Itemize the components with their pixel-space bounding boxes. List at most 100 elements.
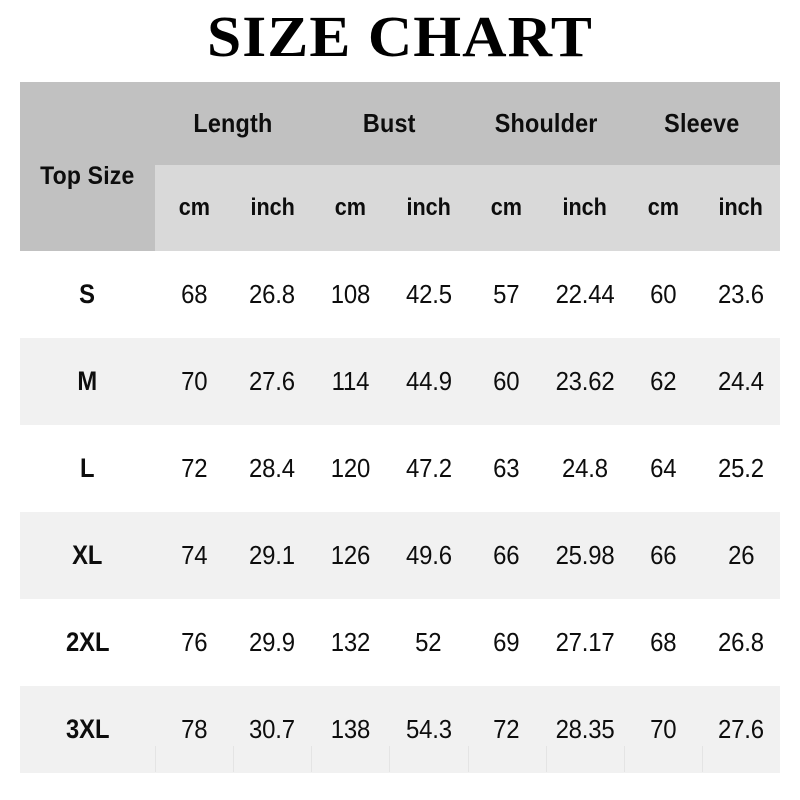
- measurement-value: 52: [415, 627, 442, 657]
- measurement-value: 25.2: [718, 453, 764, 483]
- measurement-value: 28.35: [555, 714, 615, 744]
- table-row: 2XL 76 29.9 132 52 69 27.17 68 26.8: [20, 599, 781, 686]
- measurement-cell: 70: [624, 686, 702, 773]
- measurement-cell: 26: [702, 512, 780, 599]
- measurement-cell: 63: [468, 425, 546, 512]
- size-chart-table: Top Size Length Bust Shoulder Sleeve cm …: [20, 82, 781, 773]
- measurement-value: 64: [649, 453, 676, 483]
- measurement-cell: 29.9: [233, 599, 311, 686]
- measurement-value: 74: [180, 540, 208, 570]
- size-label-l: L: [20, 425, 155, 512]
- measurement-cell: 26.8: [702, 599, 780, 686]
- measurement-value: 114: [331, 366, 370, 396]
- measurement-cell: 60: [468, 338, 546, 425]
- size-label-text: M: [77, 366, 98, 396]
- measurement-value: 29.9: [249, 627, 296, 657]
- measurement-value: 30.7: [249, 714, 296, 744]
- measurement-value: 26: [727, 540, 755, 570]
- header-group-length: Length: [193, 108, 273, 138]
- header-unit-shoulder-cm: cm: [490, 194, 523, 221]
- measurement-value: 27.17: [555, 627, 615, 657]
- header-top-size: Top Size: [20, 82, 155, 251]
- header-unit-length-inch: inch: [249, 194, 295, 221]
- header-unit-shoulder-inch: inch: [562, 194, 607, 221]
- measurement-value: 126: [330, 540, 371, 570]
- measurement-cell: 74: [155, 512, 233, 599]
- measurement-cell: 26.8: [233, 251, 311, 338]
- measurement-value: 68: [180, 279, 208, 309]
- measurement-value: 63: [493, 453, 520, 483]
- header-unit-sleeve-inch: inch: [718, 194, 764, 221]
- measurement-value: 70: [180, 366, 208, 396]
- measurement-value: 108: [330, 279, 371, 309]
- measurement-cell: 52: [389, 599, 467, 686]
- measurement-value: 138: [330, 714, 371, 744]
- size-label-xl: XL: [20, 512, 155, 599]
- measurement-value: 24.4: [718, 366, 764, 396]
- measurement-value: 57: [493, 279, 520, 309]
- measurement-value: 76: [180, 627, 208, 657]
- measurement-value: 27.6: [249, 366, 296, 396]
- measurement-value: 24.8: [561, 453, 608, 483]
- measurement-value: 26.8: [249, 279, 296, 309]
- measurement-value: 60: [649, 279, 676, 309]
- size-label-text: S: [79, 279, 96, 309]
- measurement-cell: 66: [624, 512, 702, 599]
- measurement-value: 78: [180, 714, 208, 744]
- page-title: SIZE CHART: [207, 4, 593, 69]
- measurement-cell: 138: [311, 686, 389, 773]
- measurement-cell: 42.5: [389, 251, 467, 338]
- header-unit-bust-cm: cm: [334, 194, 366, 221]
- size-label-3xl: 3XL: [20, 686, 155, 773]
- measurement-cell: 49.6: [389, 512, 467, 599]
- measurement-cell: 108: [311, 251, 389, 338]
- measurement-value: 66: [493, 540, 520, 570]
- size-label-s: S: [20, 251, 155, 338]
- header-group-shoulder: Shoulder: [494, 108, 598, 138]
- measurement-cell: 70: [155, 338, 233, 425]
- measurement-cell: 47.2: [389, 425, 467, 512]
- measurement-cell: 29.1: [233, 512, 311, 599]
- size-label-m: M: [20, 338, 155, 425]
- measurement-cell: 64: [624, 425, 702, 512]
- size-chart-table-container: Top Size Length Bust Shoulder Sleeve cm …: [20, 82, 781, 773]
- measurement-value: 44.9: [405, 366, 452, 396]
- measurement-value: 68: [649, 627, 676, 657]
- size-label-text: XL: [72, 540, 103, 570]
- measurement-cell: 27.6: [702, 686, 780, 773]
- table-header-group-row: Top Size Length Bust Shoulder Sleeve: [20, 82, 781, 251]
- measurement-cell: 60: [624, 251, 702, 338]
- measurement-cell: 23.6: [702, 251, 780, 338]
- table-row: M 70 27.6 114 44.9 60 23.62 62 24.4: [20, 338, 781, 425]
- table-row: XL 74 29.1 126 49.6 66 25.98 66 26: [20, 512, 781, 599]
- measurement-value: 49.6: [405, 540, 452, 570]
- measurement-value: 25.98: [555, 540, 615, 570]
- measurement-cell: 72: [468, 686, 546, 773]
- measurement-value: 120: [330, 453, 371, 483]
- measurement-value: 132: [330, 627, 371, 657]
- measurement-cell: 28.35: [546, 686, 624, 773]
- table-header: Top Size Length Bust Shoulder Sleeve cm …: [20, 82, 781, 251]
- measurement-cell: 30.7: [233, 686, 311, 773]
- measurement-cell: 66: [468, 512, 546, 599]
- measurement-cell: 27.6: [233, 338, 311, 425]
- table-row: 3XL 78 30.7 138 54.3 72 28.35 70 27.6: [20, 686, 781, 773]
- measurement-value: 28.4: [249, 453, 296, 483]
- measurement-cell: 126: [311, 512, 389, 599]
- measurement-cell: 78: [155, 686, 233, 773]
- measurement-cell: 114: [311, 338, 389, 425]
- measurement-value: 70: [649, 714, 676, 744]
- measurement-cell: 76: [155, 599, 233, 686]
- measurement-cell: 62: [624, 338, 702, 425]
- size-label-2xl: 2XL: [20, 599, 155, 686]
- measurement-value: 60: [493, 366, 520, 396]
- measurement-value: 66: [649, 540, 676, 570]
- size-label-text: 3XL: [65, 714, 110, 744]
- measurement-value: 72: [493, 714, 520, 744]
- measurement-cell: 57: [468, 251, 546, 338]
- header-group-sleeve: Sleeve: [664, 108, 740, 138]
- measurement-value: 29.1: [249, 540, 296, 570]
- size-label-text: L: [80, 453, 95, 483]
- measurement-value: 62: [649, 366, 676, 396]
- measurement-value: 69: [493, 627, 520, 657]
